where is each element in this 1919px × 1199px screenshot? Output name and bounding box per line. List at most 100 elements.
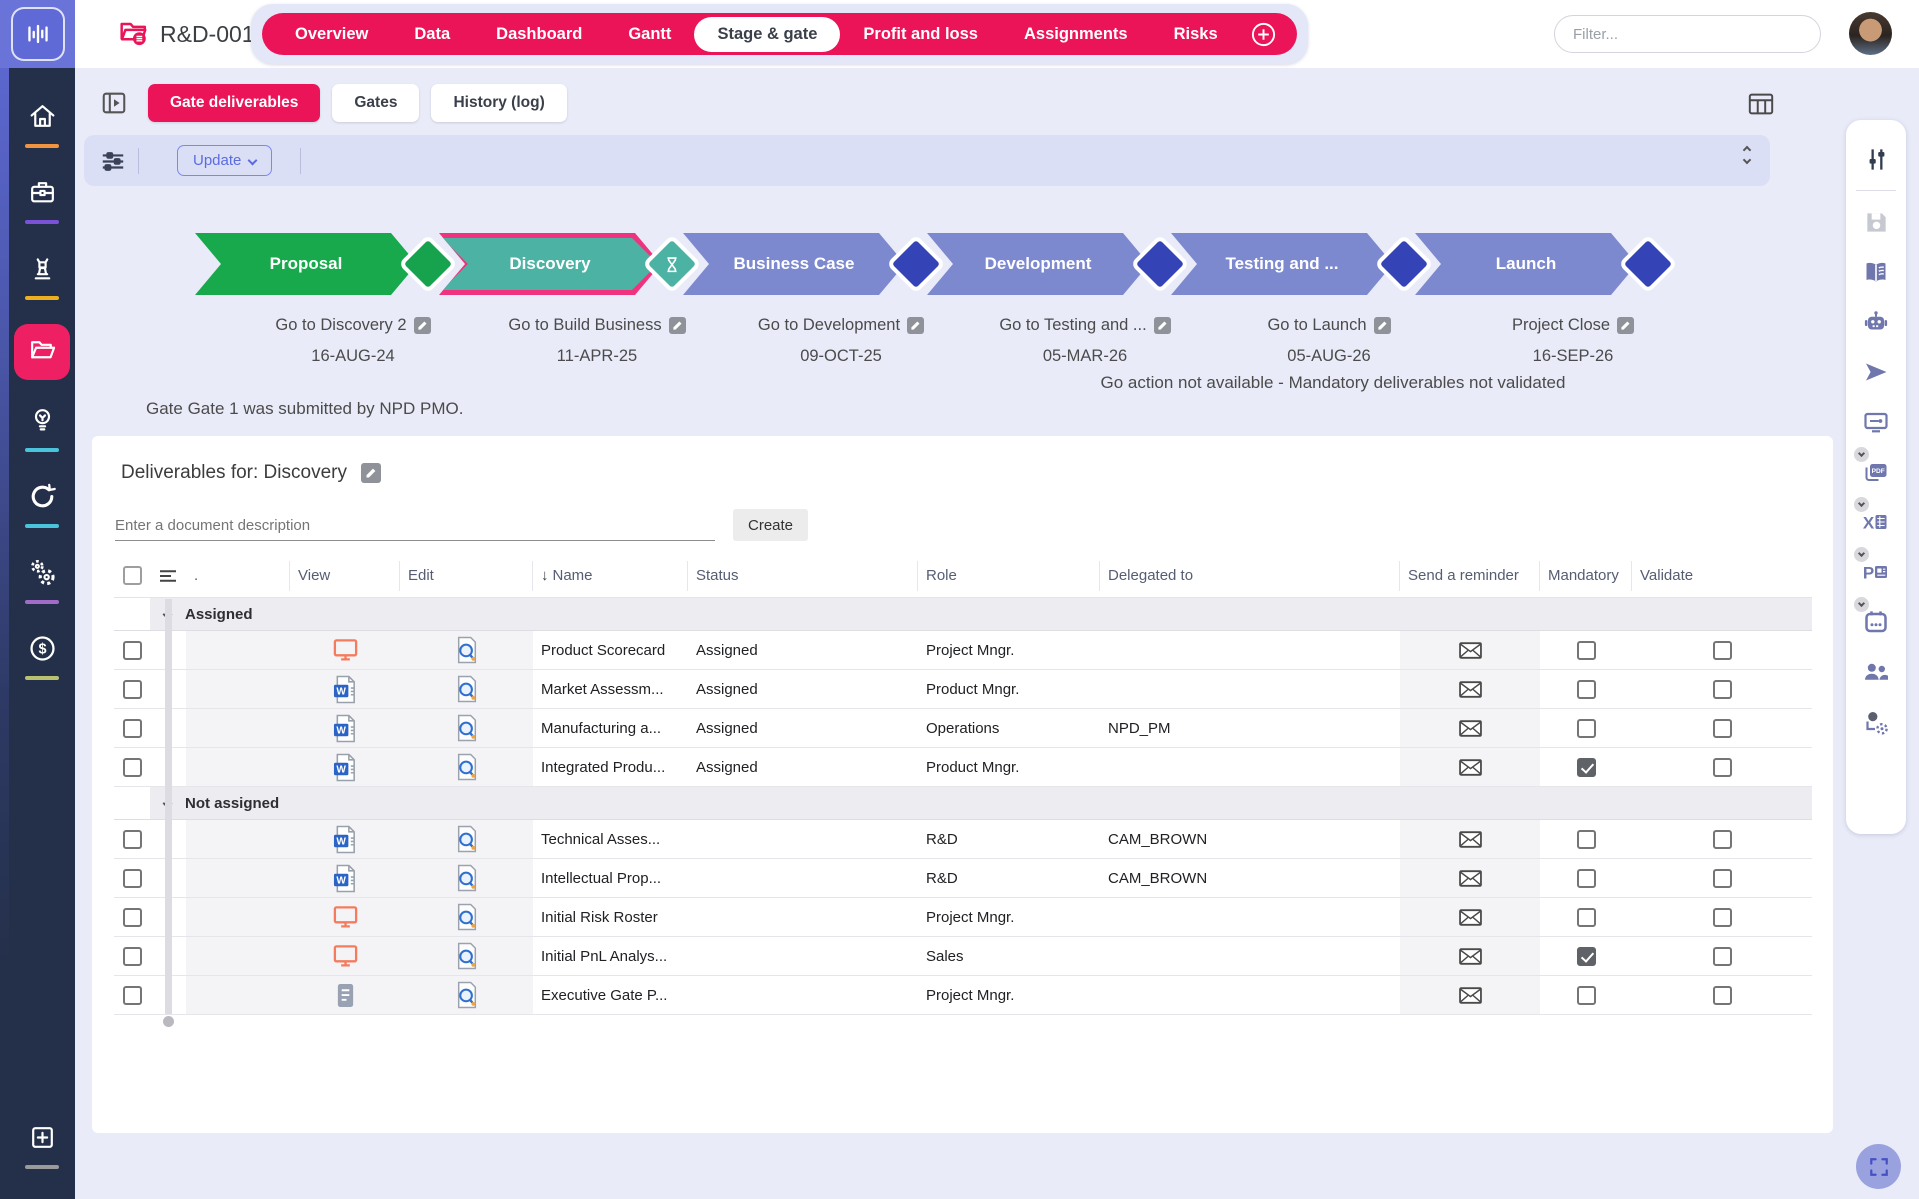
preview-edit-icon[interactable]: [400, 670, 533, 708]
dropdown-badge-icon[interactable]: [1853, 496, 1870, 513]
column-header-view[interactable]: View: [290, 560, 400, 591]
validate-checkbox[interactable]: [1712, 679, 1732, 699]
row-select-checkbox[interactable]: [122, 718, 142, 738]
send-reminder-icon[interactable]: [1400, 709, 1540, 747]
row-select-checkbox[interactable]: [122, 757, 142, 777]
column-header-edit[interactable]: Edit: [400, 560, 533, 591]
mandatory-checkbox[interactable]: [1576, 640, 1596, 660]
view-document-icon[interactable]: [290, 937, 400, 975]
stage-development[interactable]: Development: [927, 233, 1149, 295]
gate-action-go-to-testing-and[interactable]: Go to Testing and ...: [999, 316, 1147, 334]
edit-gate-icon[interactable]: [907, 317, 925, 334]
expand-panel-icon[interactable]: [100, 89, 128, 117]
fullscreen-button[interactable]: [1856, 1144, 1901, 1189]
preview-edit-icon[interactable]: [400, 937, 533, 975]
tab-gates[interactable]: Gates: [332, 84, 420, 122]
send-reminder-icon[interactable]: [1400, 976, 1540, 1014]
row-select-checkbox[interactable]: [122, 985, 142, 1005]
row-drag-bar[interactable]: [165, 599, 172, 1014]
sidebar-item-briefcase[interactable]: [11, 162, 73, 238]
create-button[interactable]: Create: [733, 509, 809, 541]
tab-gate-deliverables[interactable]: Gate deliverables: [148, 84, 321, 122]
edit-title-icon[interactable]: [360, 463, 381, 483]
export-ppt-icon[interactable]: P: [1853, 546, 1898, 597]
validate-checkbox[interactable]: [1712, 946, 1732, 966]
view-document-icon[interactable]: W: [290, 670, 400, 708]
gate-diamond-discovery[interactable]: [642, 234, 702, 294]
row-drag-handle[interactable]: [163, 1016, 174, 1027]
view-document-icon[interactable]: W: [290, 820, 400, 858]
assistant-robot-icon[interactable]: [1854, 297, 1898, 347]
tab-data[interactable]: Data: [414, 24, 451, 43]
table-view-icon[interactable]: [1747, 90, 1775, 123]
export-excel-icon[interactable]: X: [1853, 496, 1898, 547]
send-reminder-icon[interactable]: [1400, 670, 1540, 708]
stage-discovery[interactable]: Discovery: [439, 233, 661, 295]
sidebar-item-projects-folder[interactable]: [14, 324, 70, 380]
view-document-icon[interactable]: W: [290, 859, 400, 897]
edit-gate-icon[interactable]: [413, 317, 431, 334]
admin-settings-icon[interactable]: [1854, 697, 1898, 747]
gate-action-go-to-launch[interactable]: Go to Launch: [1267, 316, 1367, 334]
collapse-toggle[interactable]: [1742, 145, 1752, 165]
select-all-checkbox[interactable]: [122, 566, 142, 585]
mandatory-checkbox[interactable]: [1576, 985, 1596, 1005]
mandatory-checkbox[interactable]: [1576, 946, 1596, 966]
column-header-role[interactable]: Role: [918, 560, 1100, 591]
tab-profit-and-loss[interactable]: Profit and loss: [863, 24, 978, 43]
sidebar-item-chess-strategy[interactable]: [11, 238, 73, 314]
preview-edit-icon[interactable]: [400, 709, 533, 747]
column-header-dot[interactable]: .: [186, 560, 290, 591]
row-select-checkbox[interactable]: [122, 868, 142, 888]
view-document-icon[interactable]: [290, 898, 400, 936]
edit-gate-icon[interactable]: [1617, 317, 1635, 334]
preview-edit-icon[interactable]: [400, 631, 533, 669]
gate-diamond-testing-and[interactable]: [1374, 234, 1434, 294]
view-document-icon[interactable]: W: [290, 748, 400, 786]
project-selector[interactable]: R&D-001: [119, 0, 275, 68]
send-icon[interactable]: [1854, 347, 1898, 397]
gate-diamond-business-case[interactable]: [886, 234, 946, 294]
filter-settings-icon[interactable]: [100, 148, 126, 174]
tab-dashboard[interactable]: Dashboard: [496, 24, 583, 43]
send-reminder-icon[interactable]: [1400, 631, 1540, 669]
column-header-validate[interactable]: Validate: [1640, 567, 1694, 584]
preview-edit-icon[interactable]: [400, 976, 533, 1014]
export-calendar-icon[interactable]: [1853, 596, 1898, 647]
knowledge-book-icon[interactable]: [1854, 247, 1898, 297]
send-reminder-icon[interactable]: [1400, 859, 1540, 897]
tab-gantt[interactable]: Gantt: [628, 24, 672, 43]
display-settings-icon[interactable]: [1854, 397, 1898, 447]
tab-assignments[interactable]: Assignments: [1024, 24, 1128, 43]
tab-overview[interactable]: Overview: [295, 24, 369, 43]
stage-testing-and[interactable]: Testing and ...: [1171, 233, 1393, 295]
send-reminder-icon[interactable]: [1400, 820, 1540, 858]
row-select-checkbox[interactable]: [122, 946, 142, 966]
column-header-name[interactable]: ↓ Name: [533, 560, 688, 591]
validate-checkbox[interactable]: [1712, 907, 1732, 927]
mandatory-checkbox[interactable]: [1576, 718, 1596, 738]
row-select-checkbox[interactable]: [122, 829, 142, 849]
row-menu-icon[interactable]: [150, 561, 186, 591]
edit-gate-icon[interactable]: [1153, 317, 1171, 334]
sidebar-item-idea-bulb[interactable]: [11, 390, 73, 466]
preview-edit-icon[interactable]: [400, 820, 533, 858]
view-document-icon[interactable]: [290, 631, 400, 669]
mandatory-checkbox[interactable]: [1576, 907, 1596, 927]
sort-desc-icon[interactable]: ↓: [541, 567, 549, 584]
stage-launch[interactable]: Launch: [1415, 233, 1637, 295]
validate-checkbox[interactable]: [1712, 718, 1732, 738]
edit-gate-icon[interactable]: [668, 317, 686, 334]
row-select-checkbox[interactable]: [122, 679, 142, 699]
validate-checkbox[interactable]: [1712, 640, 1732, 660]
group-toggle[interactable]: Assigned: [150, 598, 1812, 630]
sidebar-item-home[interactable]: [11, 86, 73, 162]
mandatory-checkbox[interactable]: [1576, 679, 1596, 699]
dropdown-badge-icon[interactable]: [1853, 546, 1870, 563]
view-document-icon[interactable]: [290, 976, 400, 1014]
column-header-delegated-to[interactable]: Delegated to: [1100, 560, 1400, 591]
gate-diamond-proposal[interactable]: [398, 234, 458, 294]
mandatory-checkbox[interactable]: [1576, 868, 1596, 888]
mandatory-checkbox[interactable]: [1576, 757, 1596, 777]
sidebar-item-add-new[interactable]: [11, 1107, 73, 1183]
